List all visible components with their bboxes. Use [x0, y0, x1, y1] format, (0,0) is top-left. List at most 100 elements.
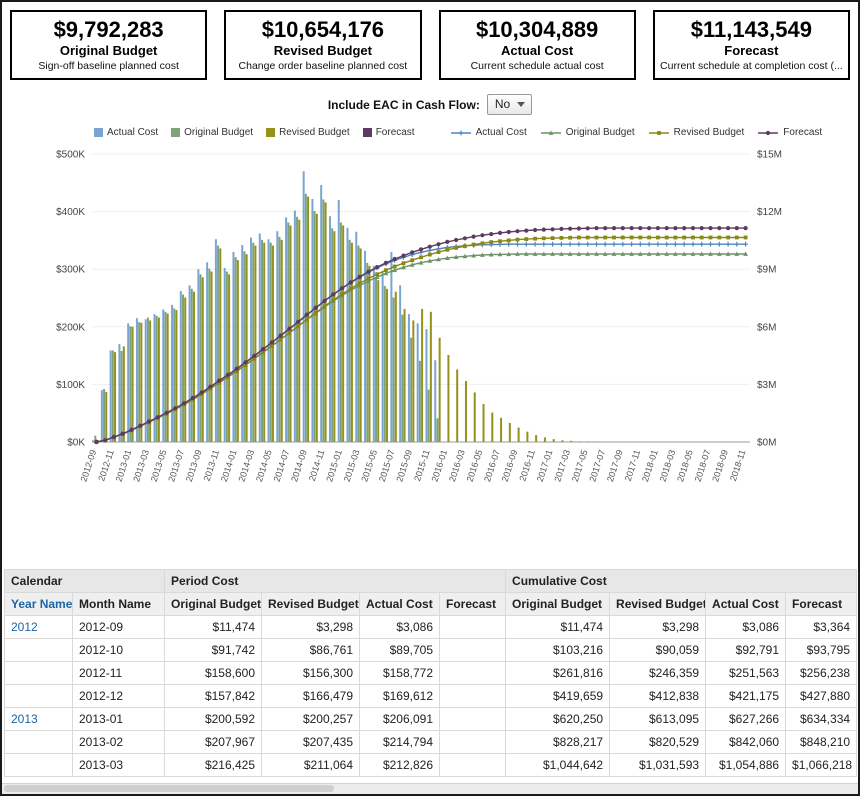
- cost-cell: $206,091: [359, 707, 441, 732]
- bar-original-budget: [243, 251, 246, 443]
- marker-circle: [111, 435, 116, 440]
- marker-square: [726, 235, 730, 240]
- year-link[interactable]: 2012: [4, 615, 73, 640]
- column-header-forecast[interactable]: Forecast: [439, 592, 507, 617]
- column-header-forecast[interactable]: Forecast: [785, 592, 858, 617]
- marker-square: [313, 311, 318, 315]
- cash-flow-chart-canvas: $0K $0M $100K $3M $200K $6M $300K $9M $400K $12M $…: [56, 150, 782, 484]
- x-axis-tick-label: 2018-09: [710, 449, 730, 484]
- marker-circle: [576, 226, 582, 231]
- kpi-title: Revised Budget: [273, 43, 372, 59]
- x-axis-tick-label: 2017-03: [552, 449, 572, 484]
- marker-square: [691, 235, 695, 240]
- column-header-actual-cost[interactable]: Actual Cost: [705, 592, 787, 617]
- marker-square: [620, 235, 625, 240]
- year-link[interactable]: 2013: [4, 707, 73, 732]
- marker-circle: [190, 396, 195, 401]
- legend-swatch-icon: [266, 128, 276, 138]
- bar-revised-budget: [140, 323, 143, 443]
- bar-actual-cost: [337, 200, 340, 443]
- marker-circle: [366, 269, 371, 275]
- kpi-card-original-budget: $9,792,283 Original Budget Sign-off base…: [10, 10, 208, 81]
- bar-actual-cost: [197, 269, 200, 443]
- kpi-title: Actual Cost: [501, 43, 574, 59]
- marker-circle: [708, 226, 713, 231]
- bar-revised-budget: [535, 435, 538, 443]
- marker-triangle: [436, 257, 441, 262]
- x-axis-tick-label: 2014-07: [272, 449, 292, 484]
- marker-circle: [480, 233, 485, 238]
- marker-circle: [208, 384, 213, 390]
- cost-cell: $848,210: [785, 730, 858, 755]
- marker-circle: [410, 250, 415, 255]
- x-axis-tick-label: 2018-07: [693, 449, 713, 484]
- cost-cell: $103,216: [505, 638, 611, 663]
- column-header-revised-budget[interactable]: Revised Budget: [609, 592, 707, 617]
- left-axis-tick-label: $500K: [56, 150, 85, 161]
- kpi-value: $10,654,176: [261, 17, 385, 42]
- marker-circle: [489, 232, 494, 237]
- marker-square: [506, 238, 511, 243]
- marker-square: [524, 237, 529, 242]
- cost-cell: [439, 753, 507, 778]
- marker-circle: [436, 242, 441, 247]
- cost-cell: $211,064: [261, 753, 361, 778]
- marker-triangle: [576, 251, 582, 257]
- table-row: 2012-11 $158,600 $156,300 $158,772 $261,816 $…: [4, 661, 858, 686]
- marker-triangle: [637, 251, 643, 257]
- marker-circle: [243, 360, 248, 365]
- marker-triangle: [559, 251, 564, 257]
- bar-revised-budget: [263, 242, 266, 443]
- cost-cell: $212,826: [359, 753, 441, 778]
- left-axis-tick-label: $200K: [56, 323, 85, 334]
- marker-circle: [734, 226, 739, 231]
- marker-triangle: [515, 251, 520, 257]
- marker-plus: [515, 242, 520, 247]
- cost-cell: $828,217: [505, 730, 611, 755]
- column-header-original-budget[interactable]: Original Budget: [164, 592, 263, 617]
- column-header-revised-budget[interactable]: Revised Budget: [261, 592, 361, 617]
- bar-revised-budget: [579, 441, 582, 443]
- table-row: 2013-02 $207,967 $207,435 $214,794 $828,217 $…: [4, 730, 858, 755]
- marker-triangle: [392, 267, 398, 273]
- marker-circle: [620, 226, 625, 231]
- eac-dropdown[interactable]: No: [486, 94, 533, 116]
- marker-circle: [234, 366, 239, 372]
- column-group-header-period-cost: Period Cost: [164, 569, 507, 594]
- column-header-actual-cost[interactable]: Actual Cost: [359, 592, 441, 617]
- bar-actual-cost: [416, 323, 419, 443]
- cost-cell: $93,795: [785, 638, 858, 663]
- bar-original-budget: [208, 268, 211, 443]
- month-cell: 2012-12: [71, 684, 166, 709]
- bar-original-budget: [383, 286, 386, 443]
- bar-original-budget: [427, 389, 430, 443]
- bar-revised-budget: [438, 338, 441, 443]
- table-row: 2012 2012-09 $11,474 $3,298 $3,086 $11,474 $3,…: [4, 615, 858, 640]
- bar-original-budget: [401, 314, 404, 443]
- left-axis-tick-label: $300K: [56, 265, 85, 276]
- marker-square: [629, 235, 634, 240]
- cost-cell: $90,059: [609, 638, 707, 663]
- x-axis-tick-label: 2018-01: [640, 449, 660, 484]
- column-header-month-name[interactable]: Month Name: [71, 592, 166, 617]
- column-header-year-name[interactable]: Year Name: [4, 592, 73, 617]
- column-header-original-budget[interactable]: Original Budget: [505, 592, 611, 617]
- x-axis-tick-label: 2016-05: [465, 449, 485, 484]
- marker-plus: [743, 242, 748, 247]
- cost-cell: $251,563: [705, 661, 787, 686]
- bar-revised-budget: [175, 310, 178, 443]
- marker-triangle: [401, 265, 406, 270]
- cost-cell: $620,250: [505, 707, 611, 732]
- marker-square: [559, 236, 564, 241]
- kpi-value: $11,143,549: [690, 17, 812, 42]
- marker-square: [226, 375, 230, 380]
- bar-revised-budget: [333, 231, 336, 443]
- x-axis-tick-label: 2017-01: [535, 449, 555, 484]
- scrollbar-thumb[interactable]: [4, 785, 334, 792]
- marker-plus: [699, 242, 705, 247]
- marker-plus: [725, 242, 731, 247]
- marker-circle: [296, 319, 301, 325]
- marker-square: [743, 235, 748, 240]
- marker-circle: [682, 226, 687, 231]
- horizontal-scrollbar[interactable]: [2, 783, 858, 794]
